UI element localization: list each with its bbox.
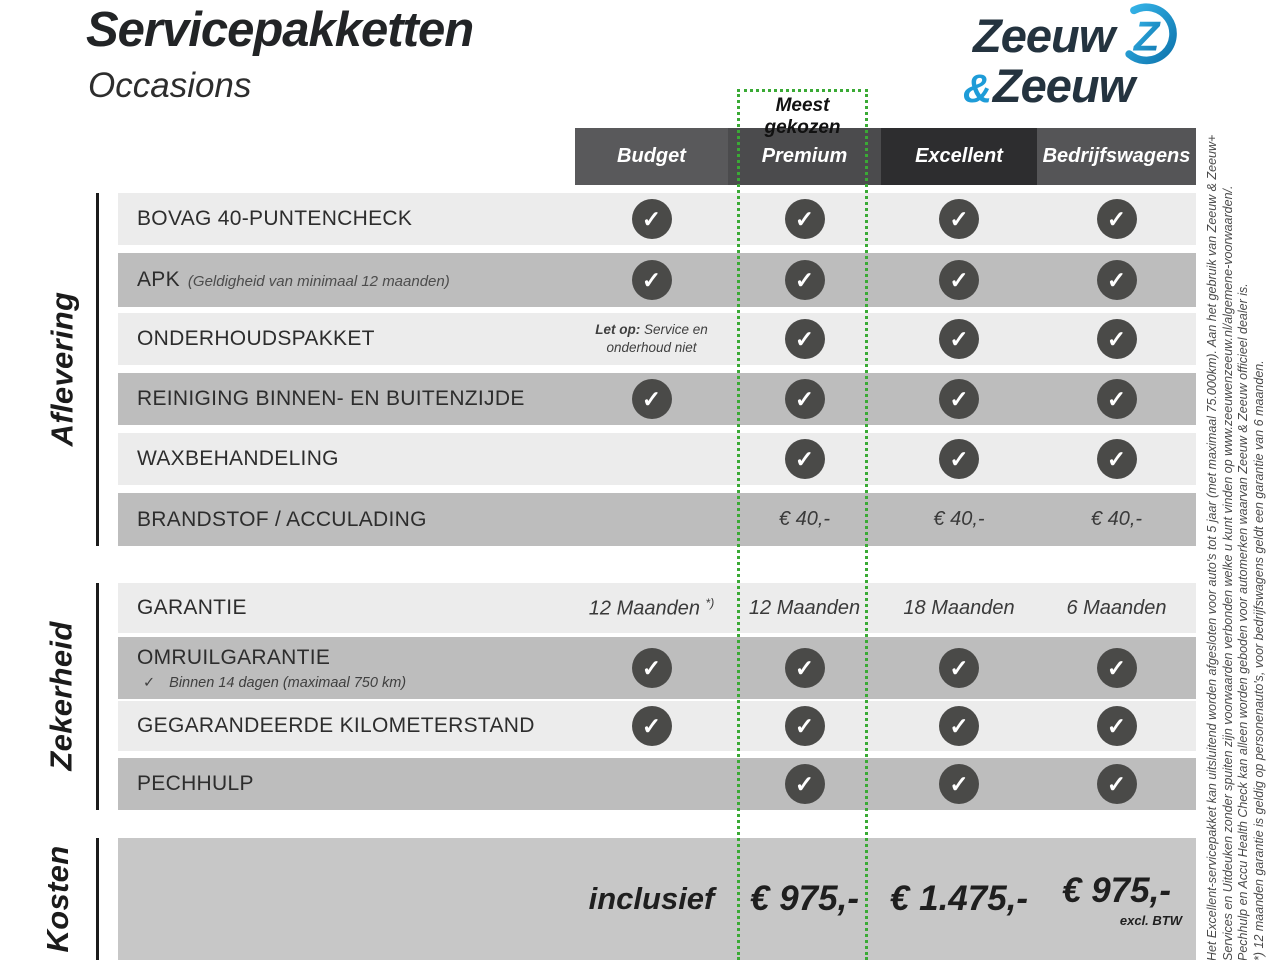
check-icon xyxy=(939,648,979,688)
row-sublabel: ✓ Binnen 14 dagen (maximaal 750 km) xyxy=(143,674,407,691)
row-label: REINIGING BINNEN- EN BUITENZIJDE xyxy=(137,387,525,410)
row-sublabel: (Geldigheid van minimaal 12 maanden) xyxy=(187,273,450,290)
table-row-pechhulp: PECHHULP xyxy=(118,758,1196,810)
footnote-line: Het Excellent-servicepakket kan uitsluit… xyxy=(1205,134,1219,960)
footnote-marker: *) xyxy=(705,595,715,610)
check-icon xyxy=(1096,379,1137,419)
cell-value: 12 Maanden *) xyxy=(588,595,715,620)
check-icon xyxy=(939,319,979,359)
footnote-line: Services en Uitdeuken zonder spuiten zij… xyxy=(1220,185,1235,960)
check-icon xyxy=(784,764,825,804)
row-label: APK xyxy=(137,268,180,291)
row-label: BOVAG 40-PUNTENCHECK xyxy=(137,207,413,230)
row-label: PECHHULP xyxy=(137,772,254,795)
check-icon xyxy=(784,199,825,239)
check-icon xyxy=(939,199,979,239)
btw-note: excl. BTW xyxy=(1119,912,1182,928)
row-label: GEGARANDEERDE KILOMETERSTAND xyxy=(137,714,535,737)
check-icon xyxy=(784,648,825,688)
check-icon xyxy=(784,379,825,419)
footnote-line: Pechhulp en Accu Health Check kan alleen… xyxy=(1236,283,1250,960)
table-row-apk: APK (Geldigheid van minimaal 12 maanden) xyxy=(118,253,1196,307)
cell-value: 18 Maanden xyxy=(903,596,1015,619)
table-row-reiniging: REINIGING BINNEN- EN BUITENZIJDE xyxy=(118,373,1196,425)
cell-value: € 40,- xyxy=(778,508,831,530)
most-chosen-label: Meest gekozen xyxy=(764,95,841,138)
cost-value-bedrijfswagens: € 975,- xyxy=(1062,870,1171,910)
check-icon xyxy=(1096,199,1137,239)
section-divider-kosten xyxy=(96,838,99,960)
cell-value: 12 Maanden xyxy=(748,596,861,619)
check-icon xyxy=(939,439,979,479)
row-label: GARANTIE xyxy=(137,596,247,619)
table-row-onderhoudspakket: ONDERHOUDSPAKKET Let op: Service en onder… xyxy=(118,313,1196,365)
footnote-line: *) 12 maanden garantie is geldig op pers… xyxy=(1251,360,1266,960)
cell-value: € 40,- xyxy=(1090,508,1143,530)
column-header-budget: Budget xyxy=(575,128,728,185)
section-label-aflevering: Aflevering xyxy=(44,291,80,447)
table-row-bovag: BOVAG 40-PUNTENCHECK xyxy=(118,193,1196,245)
small-check-icon: ✓ xyxy=(143,674,156,691)
check-icon xyxy=(784,706,825,746)
check-icon xyxy=(631,260,672,300)
check-icon xyxy=(631,648,672,688)
check-icon xyxy=(939,379,979,419)
cost-value-premium: € 975,- xyxy=(750,879,859,918)
section-label-kosten: Kosten xyxy=(40,845,75,953)
check-icon xyxy=(631,706,672,746)
page-title: Servicepakketten xyxy=(86,3,474,57)
check-icon xyxy=(784,260,825,300)
svg-text:Z: Z xyxy=(1133,12,1161,59)
logo-z-swoosh-icon: Z xyxy=(1113,0,1189,79)
table-row-kilometerstand: GEGARANDEERDE KILOMETERSTAND xyxy=(118,701,1196,751)
zeeuw-en-zeeuw-logo: Zeeuw Z &Zeeuw xyxy=(955,0,1200,118)
row-label: WAXBEHANDELING xyxy=(137,447,339,470)
table-row-kosten: inclusief € 975,- € 1.475,- € 975,- excl… xyxy=(118,838,1196,960)
check-icon xyxy=(784,319,825,359)
cost-value-budget: inclusief xyxy=(588,881,715,916)
check-icon xyxy=(631,199,672,239)
column-header-excellent: Excellent xyxy=(881,128,1037,185)
section-divider-zekerheid xyxy=(96,583,99,810)
row-label: OMRUILGARANTIE xyxy=(137,645,331,669)
logo-wordmark-bottom: &Zeeuw xyxy=(963,58,1135,113)
check-icon xyxy=(939,260,979,300)
logo-wordmark-top: Zeeuw xyxy=(973,9,1115,62)
logo-ampersand: & xyxy=(963,67,992,111)
row-label: BRANDSTOF / ACCULADING xyxy=(137,507,427,531)
legal-footnotes: Het Excellent-servicepakket kan uitsluit… xyxy=(1205,131,1269,960)
check-icon xyxy=(939,764,979,804)
column-header-bedrijfswagens: Bedrijfswagens xyxy=(1037,128,1196,185)
cell-value: 6 Maanden xyxy=(1066,596,1167,619)
check-icon xyxy=(1096,764,1137,804)
check-icon xyxy=(1096,648,1137,688)
check-icon xyxy=(631,379,672,419)
check-icon xyxy=(1096,260,1137,300)
cost-value-excellent: € 1.475,- xyxy=(889,879,1029,918)
budget-note: Let op: Service en onderhoud niet xyxy=(595,322,708,355)
check-icon xyxy=(939,706,979,746)
cell-value: € 40,- xyxy=(933,508,985,530)
table-row-garantie: GARANTIE 12 Maanden *) 12 Maanden 18 Maa… xyxy=(118,583,1196,633)
row-label: ONDERHOUDSPAKKET xyxy=(137,327,375,350)
table-row-brandstof: BRANDSTOF / ACCULADING € 40,- € 40,- € 4… xyxy=(118,493,1196,546)
page-subtitle: Occasions xyxy=(88,66,252,105)
check-icon xyxy=(1096,706,1137,746)
check-icon xyxy=(1096,439,1137,479)
check-icon xyxy=(1096,319,1137,359)
table-row-waxbehandeling: WAXBEHANDELING xyxy=(118,433,1196,485)
column-header-premium: Premium xyxy=(728,128,881,185)
check-icon xyxy=(784,439,825,479)
table-row-omruilgarantie: OMRUILGARANTIE ✓ Binnen 14 dagen (maximaa… xyxy=(118,637,1196,699)
section-divider-aflevering xyxy=(96,193,99,546)
section-label-zekerheid: Zekerheid xyxy=(43,621,79,771)
logo-wordmark-bottom-text: Zeeuw xyxy=(992,59,1135,112)
